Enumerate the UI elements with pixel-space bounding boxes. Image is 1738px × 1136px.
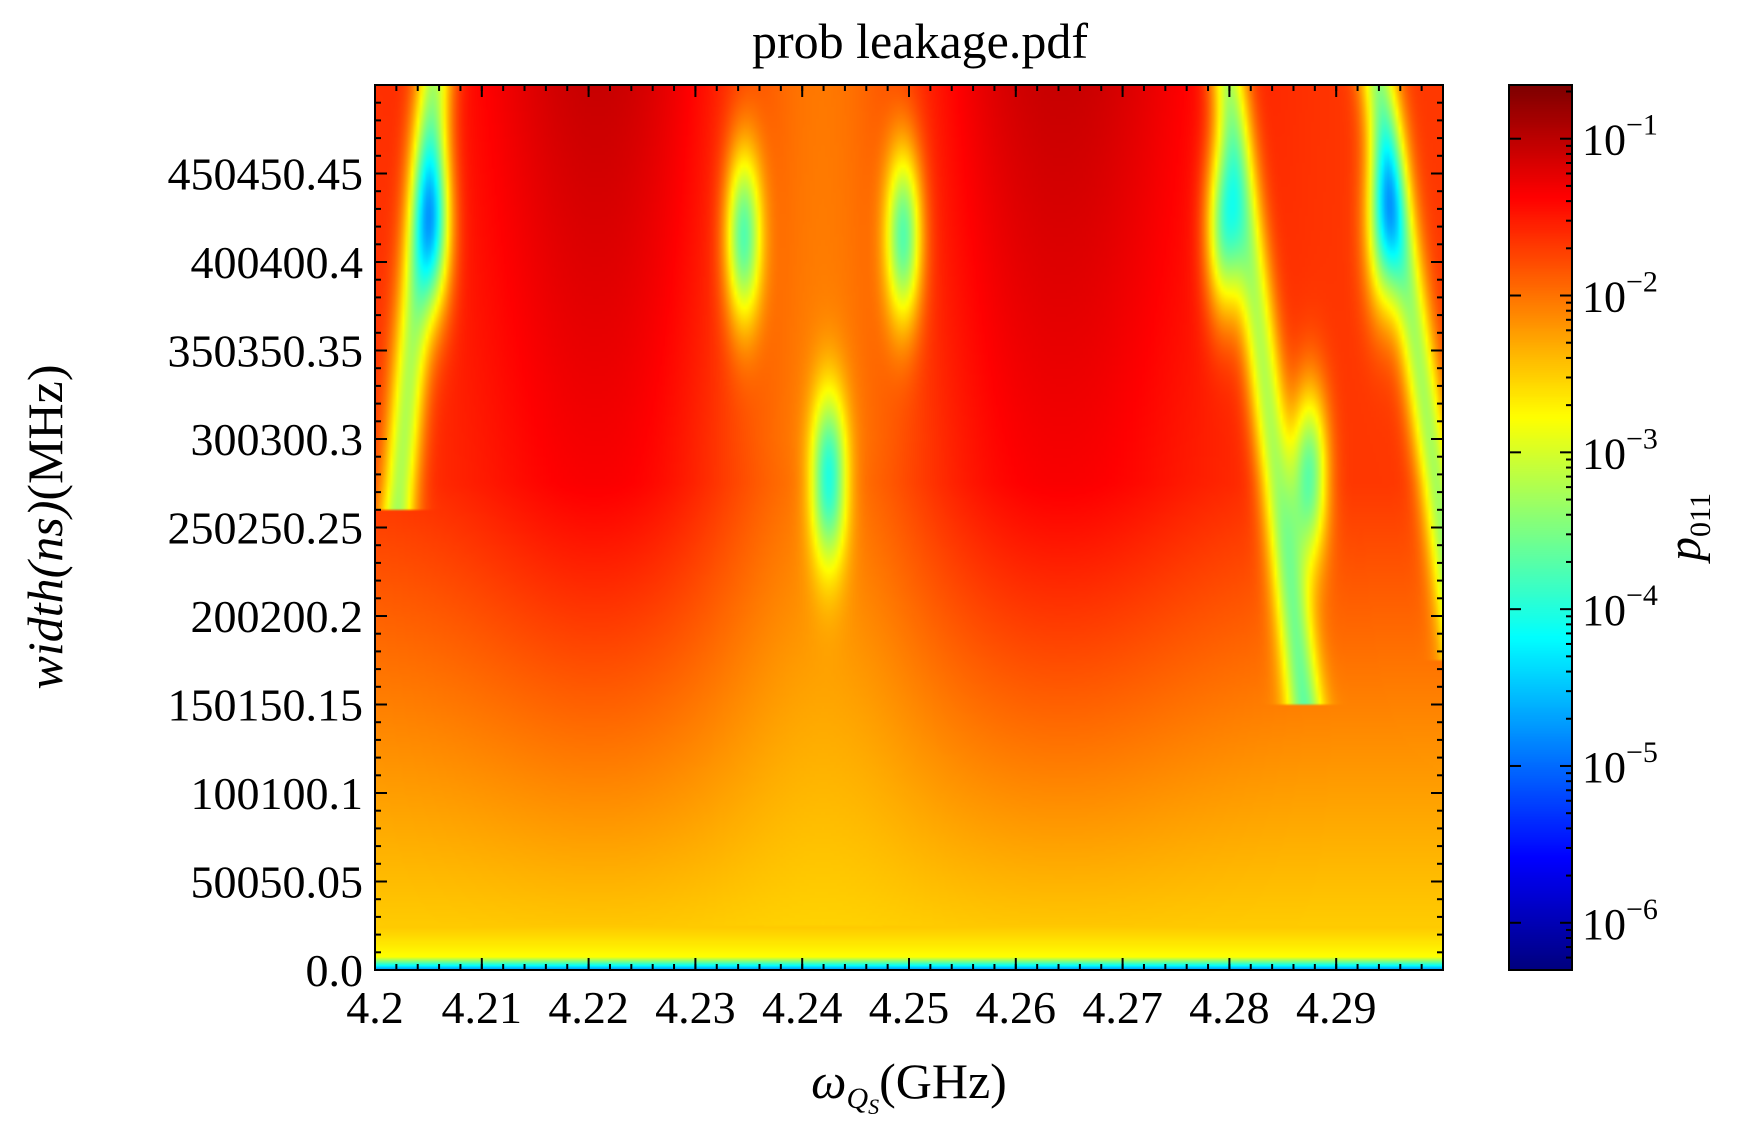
x-tick-label: 4.23 xyxy=(655,982,736,1033)
colorbar-tick-label: 10−1 xyxy=(1582,109,1658,165)
colorbar-tick-label: 10−6 xyxy=(1582,893,1658,949)
x-axis-label: ωQS(GHz) xyxy=(811,1053,1007,1119)
y-tick-label: 450450.45 xyxy=(168,149,364,200)
x-tick-label: 4.24 xyxy=(762,982,843,1033)
y-axis-label: width(ns)(MHz) xyxy=(17,365,73,690)
colorbar-tick-label: 10−4 xyxy=(1582,579,1658,635)
y-tick-label: 250250.25 xyxy=(168,503,364,554)
colorbar-tick-label: 10−2 xyxy=(1582,266,1658,322)
y-tick-label: 350350.35 xyxy=(168,326,364,377)
x-tick-label: 4.25 xyxy=(869,982,950,1033)
y-tick-label: 0.0 xyxy=(306,945,364,996)
x-tick-label: 4.28 xyxy=(1189,982,1270,1033)
colorbar-label: p011 xyxy=(1658,493,1717,564)
y-tick-label: 200200.2 xyxy=(191,591,364,642)
y-tick-label: 100100.1 xyxy=(191,768,364,819)
x-tick-label: 4.2 xyxy=(346,982,404,1033)
y-tick-label: 150150.15 xyxy=(168,680,364,731)
colorbar-tick-label: 10−5 xyxy=(1582,736,1658,792)
x-tick-label: 4.22 xyxy=(548,982,629,1033)
colorbar-tick-label: 10−3 xyxy=(1582,422,1658,478)
x-tick-label: 4.21 xyxy=(442,982,523,1033)
labels-layer: 4.2 4.21 4.22 4.23 4.24 4.25 4.26 4.27 4.28 4.29 0… xyxy=(168,109,1658,1033)
colorbar-image xyxy=(1509,85,1572,970)
y-tick-label: 400400.4 xyxy=(191,237,364,288)
x-tick-label: 4.26 xyxy=(976,982,1057,1033)
x-tick-label: 4.27 xyxy=(1082,982,1163,1033)
y-tick-label: 50050.05 xyxy=(191,857,364,908)
chart-title: prob leakage.pdf xyxy=(752,13,1088,69)
x-tick-label: 4.29 xyxy=(1296,982,1377,1033)
ticks-layer xyxy=(374,85,1572,971)
y-tick-label: 300300.3 xyxy=(191,414,364,465)
colorbar-frame xyxy=(1508,84,1573,971)
heatmap-image xyxy=(375,85,1443,970)
